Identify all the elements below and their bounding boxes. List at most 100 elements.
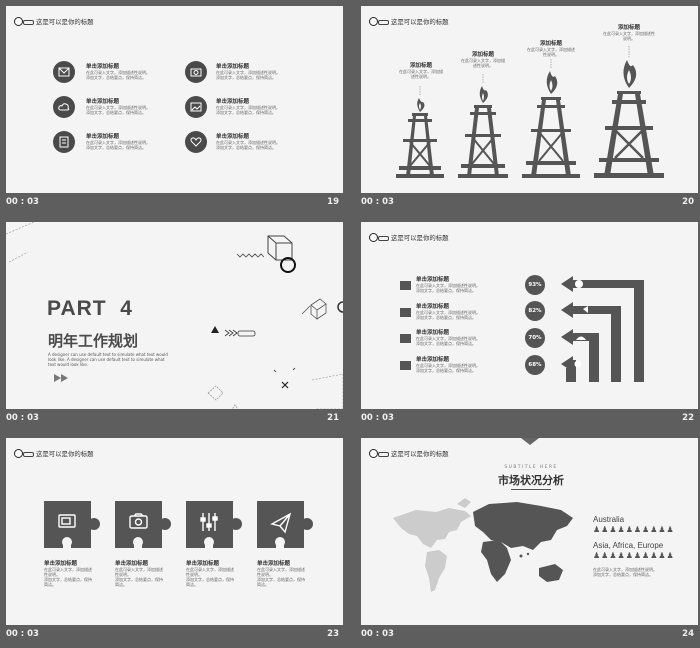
camera-icon <box>129 513 148 529</box>
slide-footer: 00 : 03 23 <box>6 629 339 643</box>
item-text: 在此可录入文字，添加描述性说明。 <box>86 140 150 145</box>
puzzle-item: 单击添加标题 在此可录入文字，添加描述性说明。 添加文字，总结要点，保持简洁。 <box>44 559 94 587</box>
item-title: 单击添加标题 <box>416 277 450 283</box>
header-bar-icon <box>378 236 389 241</box>
slide-footer: 00 : 03 19 <box>6 197 339 211</box>
puzzle-item: 单击添加标题 在此可录入文字，添加描述性说明。 添加文字，总结要点，保持简洁。 <box>257 559 307 587</box>
feature-item: 单击添加标题 在此可录入文字，添加描述性说明。 添加文字，总结要点，保持简洁。 <box>216 62 301 80</box>
camera-icon <box>185 61 207 83</box>
document-icon <box>53 131 75 153</box>
people-icons-row: ♟♟♟♟♟♟♟♟♟♟ <box>593 525 675 534</box>
slide-23-thumbnail[interactable]: 这是可以是你的标题 <box>0 432 345 648</box>
item-title: 单击添加标题 <box>416 330 450 336</box>
item-text: 添加文字，总结要点，保持简洁。 <box>216 145 276 150</box>
pie-icon <box>574 360 582 368</box>
subtitle: SUBTITLE HERE <box>504 465 558 470</box>
oil-derrick-icon <box>594 60 664 178</box>
item-text: 在此可录入文字，添加描述性说明。 <box>44 567 92 577</box>
people-icons-row: ♟♟♟♟♟♟♟♟♟♟ <box>593 551 675 560</box>
square-bullet-icon <box>400 308 411 317</box>
slide-21-thumbnail[interactable]: PART 4 明年工作规划 A designer can use default… <box>0 216 345 432</box>
list-item: 单击添加标题 在此可录入文字，添加描述性说明。 添加文字，总结要点，保持简洁。 <box>416 275 516 293</box>
tower-text: 在此可录入文字，添加描述性说明。 <box>603 31 655 41</box>
slide-timing: 00 : 03 <box>361 413 394 423</box>
item-text: 在此可录入文字，添加描述性说明。 <box>416 336 480 341</box>
list-item: 单击添加标题 在此可录入文字，添加描述性说明。 添加文字，总结要点，保持简洁。 <box>416 328 516 346</box>
slide-22-thumbnail[interactable]: 这是可以是你的标题 93% 82% 70% 68% 单击添加标题 在此可录入文字… <box>355 216 700 432</box>
oil-derrick-icon <box>458 86 508 178</box>
map-description: 在此可录入文字，添加描述性说明。 添加文字，总结要点，保持简洁。 <box>593 567 685 577</box>
power-icon <box>575 280 583 288</box>
percent-badge: 93% <box>525 275 545 295</box>
item-text: 添加文字，总结要点，保持简洁。 <box>86 75 146 80</box>
slide-timing: 00 : 03 <box>6 629 39 639</box>
slide-19-thumbnail[interactable]: 这是可以是你的标题 单击添加标题 在此可录入文字，添加描述性说明。 添加文字，总… <box>0 0 345 216</box>
tower-label: 添加标题 在此可录入文字，添加描述性说明。 <box>460 50 506 68</box>
title-underline <box>511 489 551 490</box>
header-bar-icon <box>378 452 389 457</box>
slide-canvas: 这是可以是你的标题 <box>6 438 343 625</box>
item-text: 添加文字，总结要点，保持简洁。 <box>416 288 476 293</box>
section-title: 明年工作规划 <box>48 332 139 350</box>
item-text: 在此可录入文字，添加描述性说明。 <box>416 363 480 368</box>
circle-icon <box>280 257 296 273</box>
slide-number: 24 <box>682 629 694 639</box>
item-text: 在此可录入文字，添加描述性说明。 <box>115 567 163 577</box>
item-text: 添加文字，总结要点，保持简洁。 <box>416 341 476 346</box>
slide-timing: 00 : 03 <box>6 197 39 207</box>
tower-label: 添加标题 在此可录入文字，添加描述性说明。 <box>398 61 444 79</box>
item-title: 单击添加标题 <box>416 357 450 363</box>
header-circle-icon <box>14 449 23 458</box>
slide-24-thumbnail[interactable]: 这是可以是你的标题 SUBTITLE HERE 市场状况分析 Australia… <box>355 432 700 648</box>
feature-item: 单击添加标题 在此可录入文字，添加描述性说明。 添加文字，总结要点，保持简洁。 <box>216 97 301 115</box>
sliders-icon <box>200 513 218 531</box>
header-text: 这是可以是你的标题 <box>36 18 94 26</box>
item-text: 在此可录入文字，添加描述性说明。 <box>86 70 150 75</box>
item-text: 添加文字，总结要点，保持简洁。 <box>115 577 163 587</box>
feature-item: 单击添加标题 在此可录入文字，添加描述性说明。 添加文字，总结要点，保持简洁。 <box>86 62 171 80</box>
tower-title: 添加标题 <box>617 25 640 31</box>
feature-item: 单击添加标题 在此可录入文字，添加描述性说明。 添加文字，总结要点，保持简洁。 <box>86 132 171 150</box>
top-notch <box>521 438 539 445</box>
bent-arrows-graphic <box>561 276 644 382</box>
slide-timing: 00 : 03 <box>361 197 394 207</box>
item-text: 在此可录入文字，添加描述性说明。 <box>86 105 150 110</box>
item-title: 单击添加标题 <box>86 64 120 70</box>
item-text: 在此可录入文字，添加描述性说明。 <box>186 567 234 577</box>
item-title: 单击添加标题 <box>216 99 250 105</box>
item-text: 添加文字，总结要点，保持简洁。 <box>86 110 146 115</box>
slide-canvas: 这是可以是你的标题 93% 82% 70% 68% 单击添加标题 在此可录入文字… <box>361 222 698 409</box>
cube-icon <box>267 235 293 261</box>
slide-20-thumbnail[interactable]: 这是可以是你的标题 <box>355 0 700 216</box>
square-bullet-icon <box>400 361 411 370</box>
tower-text: 在此可录入文字，添加描述性说明。 <box>461 58 505 68</box>
slide-number: 20 <box>682 197 694 207</box>
item-text: 添加文字，总结要点，保持简洁。 <box>86 145 146 150</box>
slide-footer: 00 : 03 24 <box>361 629 694 643</box>
part-number: PART 4 <box>47 297 133 320</box>
header-text: 这是可以是你的标题 <box>391 450 449 458</box>
item-text: 在此可录入文字，添加描述性说明。 <box>216 140 280 145</box>
feature-item: 单击添加标题 在此可录入文字，添加描述性说明。 添加文字，总结要点，保持简洁。 <box>86 97 171 115</box>
slide-canvas: 这是可以是你的标题 单击添加标题 在此可录入文字，添加描述性说明。 添加文字，总… <box>6 6 343 193</box>
slide-timing: 00 : 03 <box>361 629 394 639</box>
world-map <box>393 498 573 592</box>
item-text: 添加文字，总结要点，保持简洁。 <box>416 315 476 320</box>
decorations <box>6 222 343 409</box>
percent-badge: 70% <box>525 328 545 348</box>
feature-item: 单击添加标题 在此可录入文字，添加描述性说明。 添加文字，总结要点，保持简洁。 <box>216 132 301 150</box>
item-text: 添加文字，总结要点，保持简洁。 <box>593 572 653 577</box>
header-text: 这是可以是你的标题 <box>36 450 94 458</box>
tower-title: 添加标题 <box>409 63 432 69</box>
item-title: 单击添加标题 <box>216 64 250 70</box>
tower-text: 在此可录入文字，添加描述性说明。 <box>527 47 575 57</box>
oil-derrick-icon <box>396 98 444 178</box>
item-title: 单击添加标题 <box>44 561 78 567</box>
slide-footer: 00 : 03 21 <box>6 413 339 427</box>
item-title: 单击添加标题 <box>186 561 220 567</box>
item-text: 添加文字，总结要点，保持简洁。 <box>216 75 276 80</box>
region-label: Asia, Africa, Europe <box>593 541 664 550</box>
list-item: 单击添加标题 在此可录入文字，添加描述性说明。 添加文字，总结要点，保持简洁。 <box>416 355 516 373</box>
item-text: 在此可录入文字，添加描述性说明。 <box>416 310 480 315</box>
item-text: 在此可录入文字，添加描述性说明。 <box>216 70 280 75</box>
